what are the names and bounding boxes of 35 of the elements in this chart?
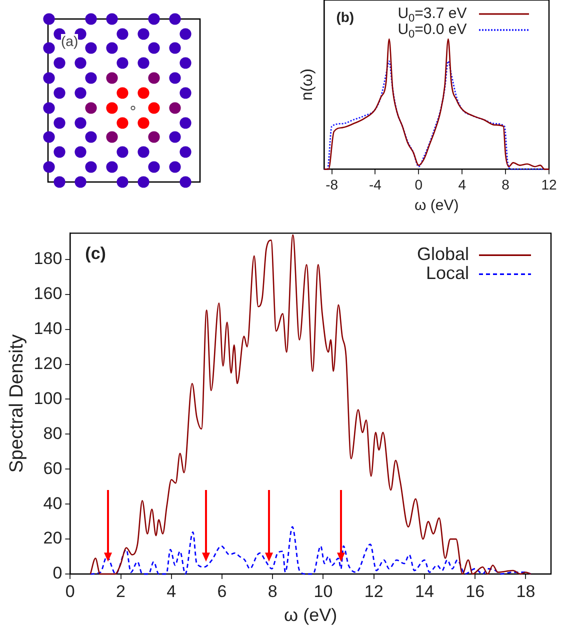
x-tick-label: 4 (458, 176, 466, 192)
y-tick-label: 0 (52, 564, 62, 583)
x-tick-label: 8 (268, 582, 278, 601)
y-tick-label: 100 (34, 388, 62, 408)
legend-label: Local (426, 263, 469, 284)
y-axis-title: n(ω) (299, 68, 316, 101)
y-tick-label: 160 (34, 284, 62, 304)
annotation: (c) (85, 244, 106, 264)
y-tick-label: 120 (34, 354, 62, 373)
x-tick-label: 14 (415, 582, 434, 601)
x-axis-title: ω (eV) (284, 605, 338, 626)
x-tick-label: 8 (502, 176, 510, 192)
y-tick-label: 180 (34, 249, 62, 268)
y-tick-label: 60 (43, 458, 62, 478)
x-tick-label: 4 (166, 582, 176, 601)
x-tick-label: -4 (369, 176, 382, 192)
x-tick-label: 0 (414, 176, 423, 192)
x-tick-label: 0 (65, 582, 75, 601)
x-axis-title: ω (eV) (414, 197, 459, 214)
text: (b) (336, 9, 354, 25)
legend-label: Global (416, 244, 469, 264)
x-tick-label: 2 (116, 582, 126, 601)
y-tick-label: 40 (43, 494, 62, 513)
x-tick-label: 12 (364, 582, 384, 601)
y-tick-label: 20 (43, 528, 62, 548)
y-tick-label: 140 (34, 319, 62, 338)
x-tick-label: 6 (217, 582, 227, 601)
line-series (90, 526, 532, 575)
x-tick-label: 10 (314, 582, 333, 601)
y-tick-label: 80 (43, 424, 62, 443)
x-tick-label: 18 (516, 582, 536, 601)
x-tick-label: 16 (466, 582, 485, 601)
x-tick-label: 12 (541, 176, 557, 192)
x-tick-label: -8 (326, 176, 338, 192)
y-axis-title: Spectral Density (6, 334, 28, 473)
